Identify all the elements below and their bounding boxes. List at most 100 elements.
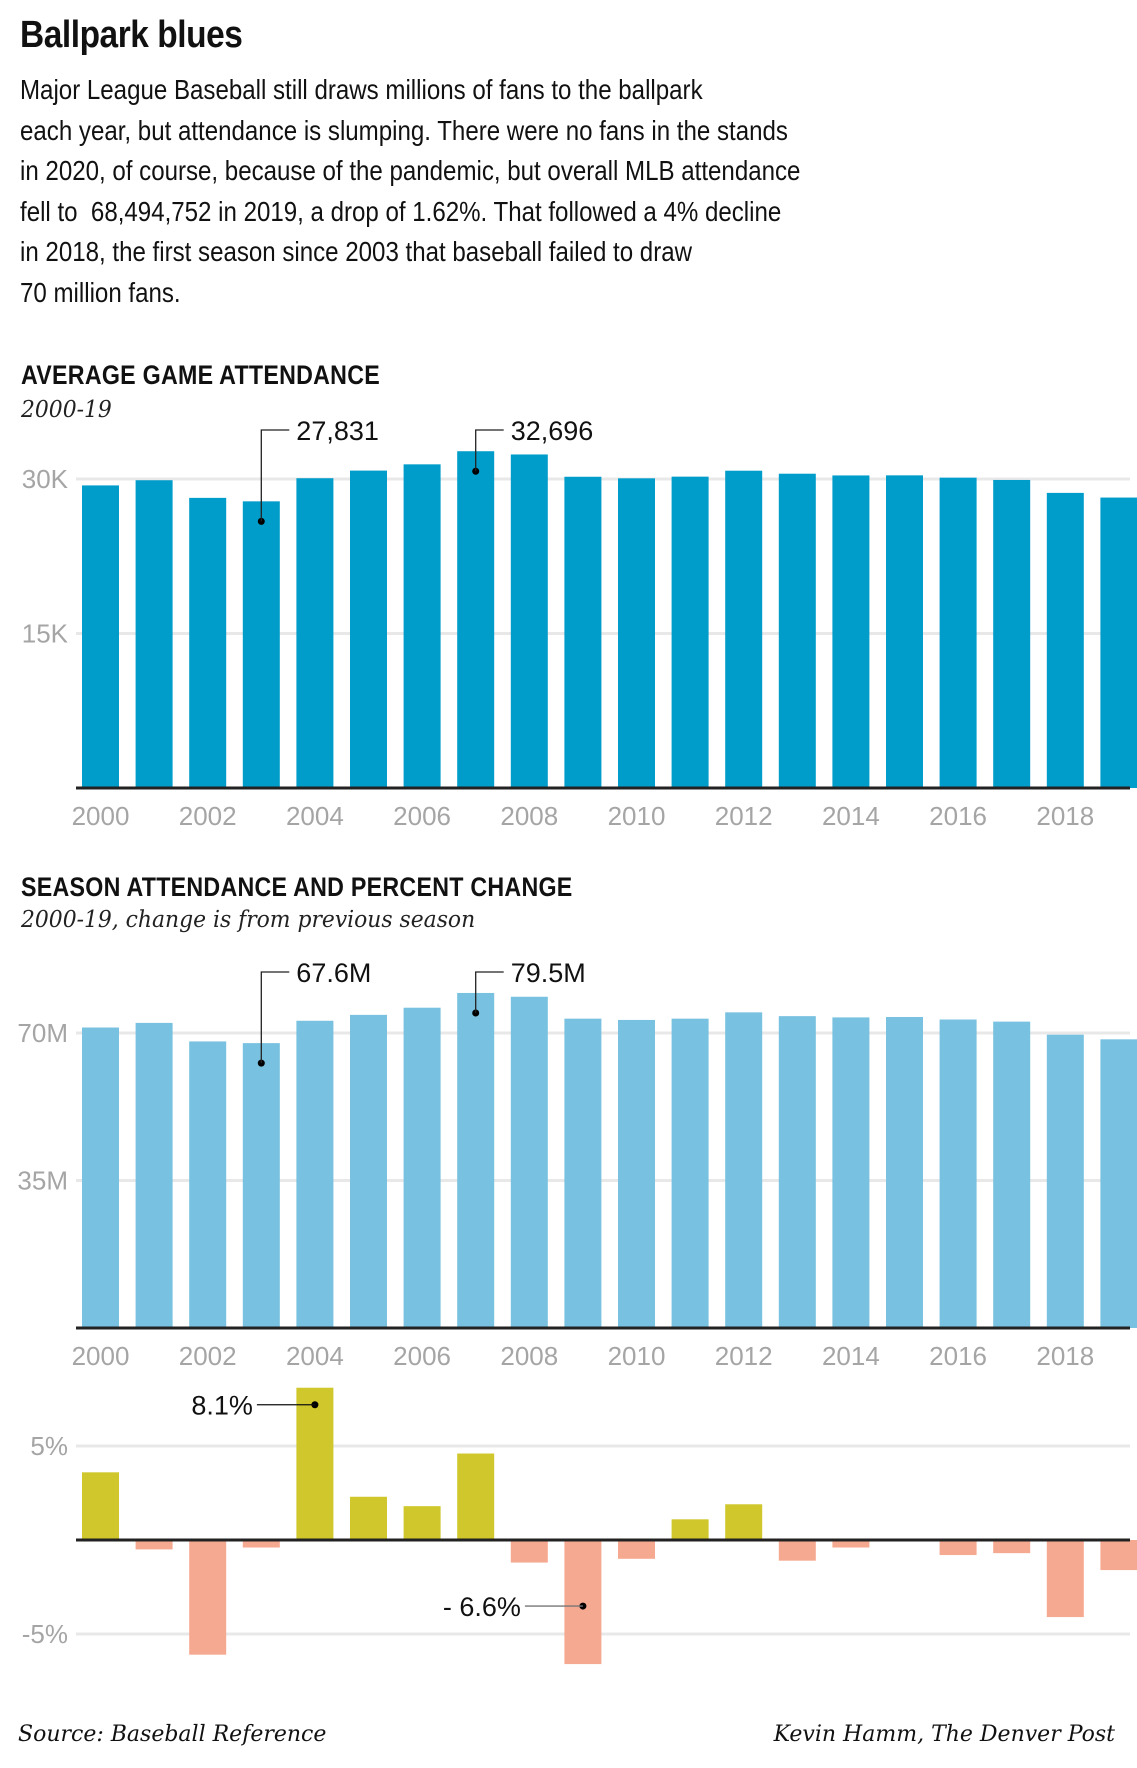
bar-2004 [296,1020,334,1328]
bar-2005 [350,1014,387,1328]
intro-line: each year, but attendance is slumping. T… [20,114,788,146]
bar-2011 [671,476,709,788]
x-tick-label: 2002 [179,801,237,831]
bar-2009 [564,1540,602,1665]
x-tick-label: 2016 [929,801,987,831]
bar-2001 [135,1022,173,1328]
bar-2014 [832,1540,870,1548]
bar-2003 [242,1540,280,1548]
bar-2017 [993,479,1031,788]
x-tick-label: 2006 [393,1341,451,1371]
bar-2001 [135,1540,173,1550]
annotation-label: 32,696 [511,416,594,446]
annotation-label: 67.6M [296,958,371,988]
annotation-leader [260,971,290,1064]
bar-2010 [618,1019,655,1328]
bar-2018 [1046,1034,1084,1328]
bar-2009 [564,476,602,788]
intro-line: Major League Baseball still draws millio… [20,74,703,105]
intro-line: in 2020, of course, because of the pande… [20,155,801,186]
intro-line: 70 million fans. [20,276,181,308]
bar-2017 [993,1021,1031,1328]
bar-2003 [242,501,280,788]
bar-2012 [725,1504,763,1540]
season-chart-title: SEASON ATTENDANCE AND PERCENT CHANGE [21,872,573,902]
x-tick-label: 2008 [500,1341,558,1371]
x-tick-label: 2010 [608,801,666,831]
bar-2008 [510,996,548,1328]
x-tick-label: 2004 [286,1341,344,1371]
x-tick-label: 2016 [929,1341,987,1371]
x-tick-label: 2018 [1036,1341,1094,1371]
x-tick-label: 2000 [72,801,130,831]
y-tick-label: 70M [17,1018,68,1048]
intro-text: Major League Baseball still draws millio… [20,70,1043,313]
x-tick-label: 2014 [822,1341,880,1371]
bar-2000 [82,1472,119,1540]
bar-2012 [725,1012,763,1328]
annotation-leader [475,429,504,472]
bar-2007 [457,1453,495,1540]
bar-2014 [832,1017,870,1328]
annotation-label: 27,831 [296,416,379,446]
bar-2013 [778,1016,816,1328]
bar-2004 [296,478,334,788]
avg-attendance-chart: 15K 30K 2000 2002 2004 2006 2008 2010 2012 2014 20… [22,416,1137,831]
bar-2002 [189,1540,227,1655]
bar-2018 [1046,492,1084,788]
avg-chart-subtitle: 2000-19 [21,397,112,423]
bar-2011 [671,1018,709,1328]
bar-2001 [135,480,173,788]
x-tick-label: 2010 [608,1341,666,1371]
bar-2015 [886,475,923,788]
bar-2008 [510,454,548,788]
headline: Ballpark blues [20,14,243,56]
bar-2016 [939,1019,977,1328]
y-tick-label: 15K [22,619,69,649]
bar-2006 [403,464,441,788]
bar-2000 [82,485,119,788]
bar-2002 [189,497,227,788]
intro-line: fell to 68,494,752 in 2019, a drop of 1.… [20,195,782,227]
bar-2006 [403,1007,441,1328]
bar-2007 [457,992,495,1328]
bar-2013 [778,1540,816,1561]
credit-note: Kevin Hamm, The Denver Post [773,1722,1115,1747]
bar-2019 [1100,1039,1137,1328]
bar-2005 [350,470,387,788]
x-tick-label: 2000 [72,1341,130,1371]
y-tick-label: 35M [17,1166,68,1196]
bar-2000 [82,1027,119,1328]
x-tick-label: 2012 [715,1341,773,1371]
bar-2010 [618,478,655,788]
bar-2006 [403,1506,441,1540]
annotation-label: - 6.6% [443,1592,521,1622]
annotation-leader [260,429,290,522]
y-tick-label: -5% [22,1619,68,1649]
x-tick-label: 2002 [179,1341,237,1371]
bar-2015 [886,1016,923,1328]
season-chart-subtitle: 2000-19, change is from previous season [21,907,476,933]
bar-2017 [993,1540,1031,1554]
bar-2009 [564,1018,602,1328]
bar-2010 [618,1540,655,1559]
source-note: Source: Baseball Reference [18,1722,327,1747]
season-attendance-chart: 35M 70M 2000 2002 2004 2006 2008 2010 2012 2014 20… [17,958,1137,1371]
x-tick-label: 2006 [393,801,451,831]
bar-2012 [725,470,763,788]
bar-2004 [296,1387,334,1540]
annotation-label: 8.1% [191,1391,253,1421]
bar-2007 [457,451,495,788]
bar-2008 [510,1540,548,1563]
bar-2003 [242,1043,280,1328]
annotation-leader [475,971,504,1013]
x-tick-label: 2014 [822,801,880,831]
bar-2011 [671,1519,709,1540]
bar-2005 [350,1496,387,1540]
bar-2019 [1100,1540,1137,1571]
bar-2016 [939,477,977,788]
bar-2002 [189,1041,227,1328]
bar-2014 [832,475,870,788]
x-tick-label: 2012 [715,801,773,831]
y-tick-label: 30K [22,464,69,494]
